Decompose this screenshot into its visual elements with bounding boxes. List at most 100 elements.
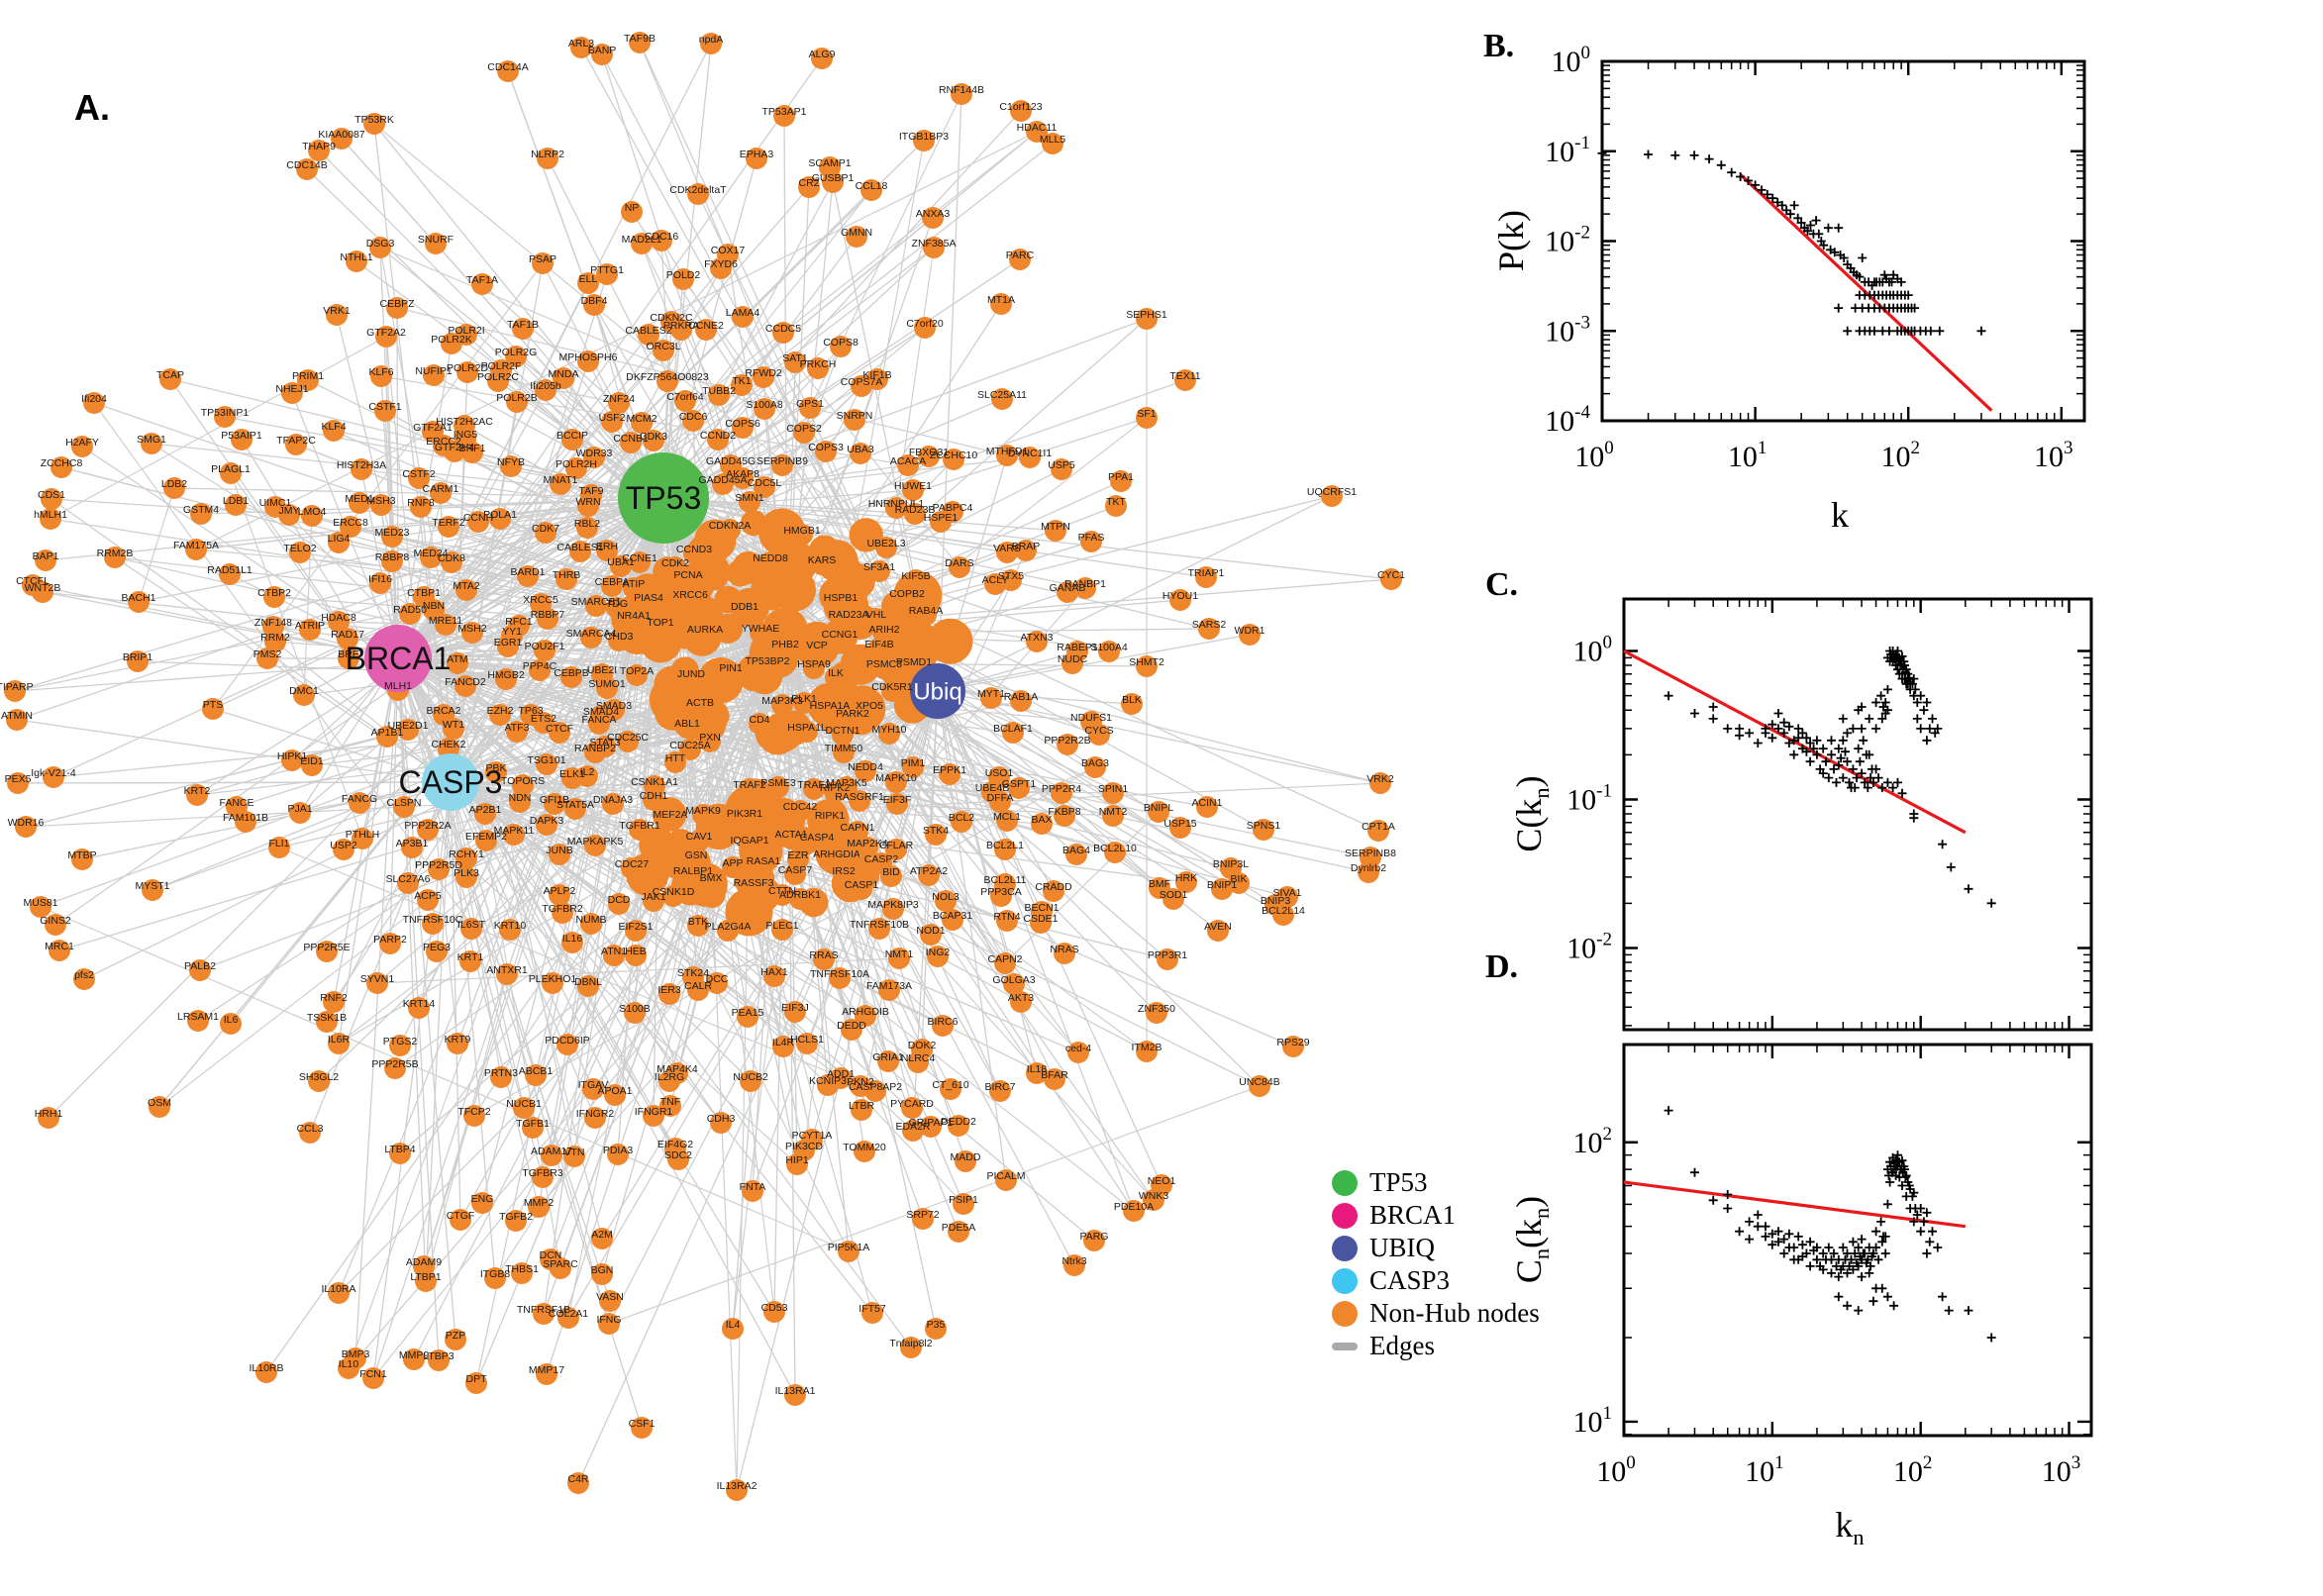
network-node-label: DFFA (987, 792, 1014, 804)
network-node (1042, 133, 1063, 154)
axis-title: C(kn) (1509, 775, 1554, 851)
network-node-label: PICALM (986, 1170, 1025, 1182)
network-node-label: CRADD (1035, 881, 1072, 893)
network-node (71, 436, 93, 457)
legend-item-edges: Edges (1332, 1330, 1560, 1362)
network-node (425, 233, 447, 254)
network-node-label: NUMB (576, 914, 607, 926)
network-node-label: CTTN (768, 885, 796, 897)
network-node (922, 207, 944, 229)
network-node-label: P53AIP1 (221, 430, 262, 442)
network-node-label: APLP2 (544, 885, 576, 897)
network-node-label: UBE2L3 (866, 538, 905, 549)
network-node-label: TFCP2 (457, 1106, 490, 1118)
network-node-label: COPS6 (725, 418, 760, 430)
network-node-label: HMGB2 (487, 669, 525, 681)
network-node (296, 158, 318, 180)
network-node (913, 130, 935, 151)
network-node-label: VARS (993, 543, 1021, 554)
network-node-label: WRN (575, 496, 600, 508)
network-node (813, 948, 835, 970)
network-node (953, 1193, 974, 1215)
network-node-label: CCND3 (676, 544, 712, 555)
network-node-label: CAPN2 (987, 953, 1022, 965)
network-node (544, 793, 565, 815)
network-node (930, 511, 952, 533)
network-node (868, 918, 890, 940)
axis-title: Cn(kn) (1509, 1196, 1554, 1283)
network-node-label: ILK (828, 667, 844, 679)
network-node-label: ARHGDIB (842, 1006, 889, 1018)
network-node (187, 1010, 209, 1032)
network-node (489, 704, 511, 726)
network-node-label: CASP4 (800, 832, 835, 844)
network-node-label: TELO2 (283, 543, 316, 554)
network-node (754, 398, 775, 420)
network-node (560, 666, 582, 688)
network-node-label: PCNA (673, 569, 702, 581)
network-node-label: CEBPZ (379, 298, 415, 310)
network-node (104, 547, 126, 568)
axis-tick-label: 103 (2034, 438, 2073, 473)
network-node (880, 865, 902, 887)
network-node (1367, 820, 1389, 842)
network-node-label: DEDD2 (941, 1116, 976, 1128)
network-node-label: CD53 (761, 1302, 788, 1314)
major-ticks (1622, 599, 2091, 1030)
network-node-label: BARD1 (510, 566, 545, 578)
network-node (623, 577, 645, 599)
network-node (389, 1035, 411, 1056)
network-node-label: NFYB (497, 456, 525, 468)
network-node (512, 774, 534, 796)
network-node-label: PRKCH (800, 358, 837, 370)
network-node (535, 379, 556, 401)
network-node-label: EZH2 (487, 705, 514, 717)
network-node (708, 384, 730, 406)
network-node-label: RALBP1 (673, 865, 713, 877)
network-node-label: UBE2I (587, 664, 617, 676)
network-node (625, 920, 647, 942)
network-node (83, 392, 105, 414)
network-node (829, 628, 851, 649)
network-node-label: GRIA1 (872, 1051, 904, 1063)
network-node (849, 790, 870, 812)
network-node (771, 919, 793, 941)
network-node (660, 311, 682, 333)
scatter-points (1597, 149, 1986, 336)
network-node (833, 742, 855, 763)
network-node-label: MSH3 (366, 495, 395, 507)
axis-tick-label: 101 (1573, 1403, 1613, 1439)
network-node (1026, 121, 1048, 143)
network-node-label: BCAP31 (933, 910, 972, 922)
network-node (773, 105, 795, 127)
network-node-label: ERCC2 (426, 436, 461, 448)
network-node (41, 488, 62, 510)
network-node (722, 1318, 744, 1340)
network-node (1010, 100, 1032, 122)
plot-box (1600, 59, 2086, 423)
hub-node-tp53 (618, 452, 709, 544)
network-node-label: ABL1 (674, 718, 700, 730)
axis-tick-label: 10-2 (1545, 223, 1590, 258)
network-node (399, 603, 421, 625)
network-node (6, 709, 28, 731)
network-node-label: IQGAP1 (730, 835, 768, 847)
network-node-label: LIG4 (328, 533, 351, 545)
network-node-label: BGN (591, 1264, 614, 1276)
network-node-label: BRCA2 (426, 705, 460, 717)
network-node-label: IL6 (224, 1014, 239, 1026)
network-node (629, 819, 651, 841)
network-node-label: TIPARP (0, 681, 34, 693)
network-node (885, 839, 907, 860)
network-node (902, 756, 924, 778)
network-node-label: CDC25C (607, 732, 649, 744)
network-node (771, 454, 793, 476)
network-node-label: BRF1 (459, 443, 486, 454)
network-node-label: DKFZP564O0823 (626, 371, 709, 383)
network-node (410, 496, 432, 518)
power-law-fit-line (1623, 1180, 1966, 1229)
network-node (815, 441, 837, 462)
network-node (925, 1318, 947, 1340)
network-node-label: TRAF2 (733, 779, 765, 791)
network-node (822, 171, 844, 193)
